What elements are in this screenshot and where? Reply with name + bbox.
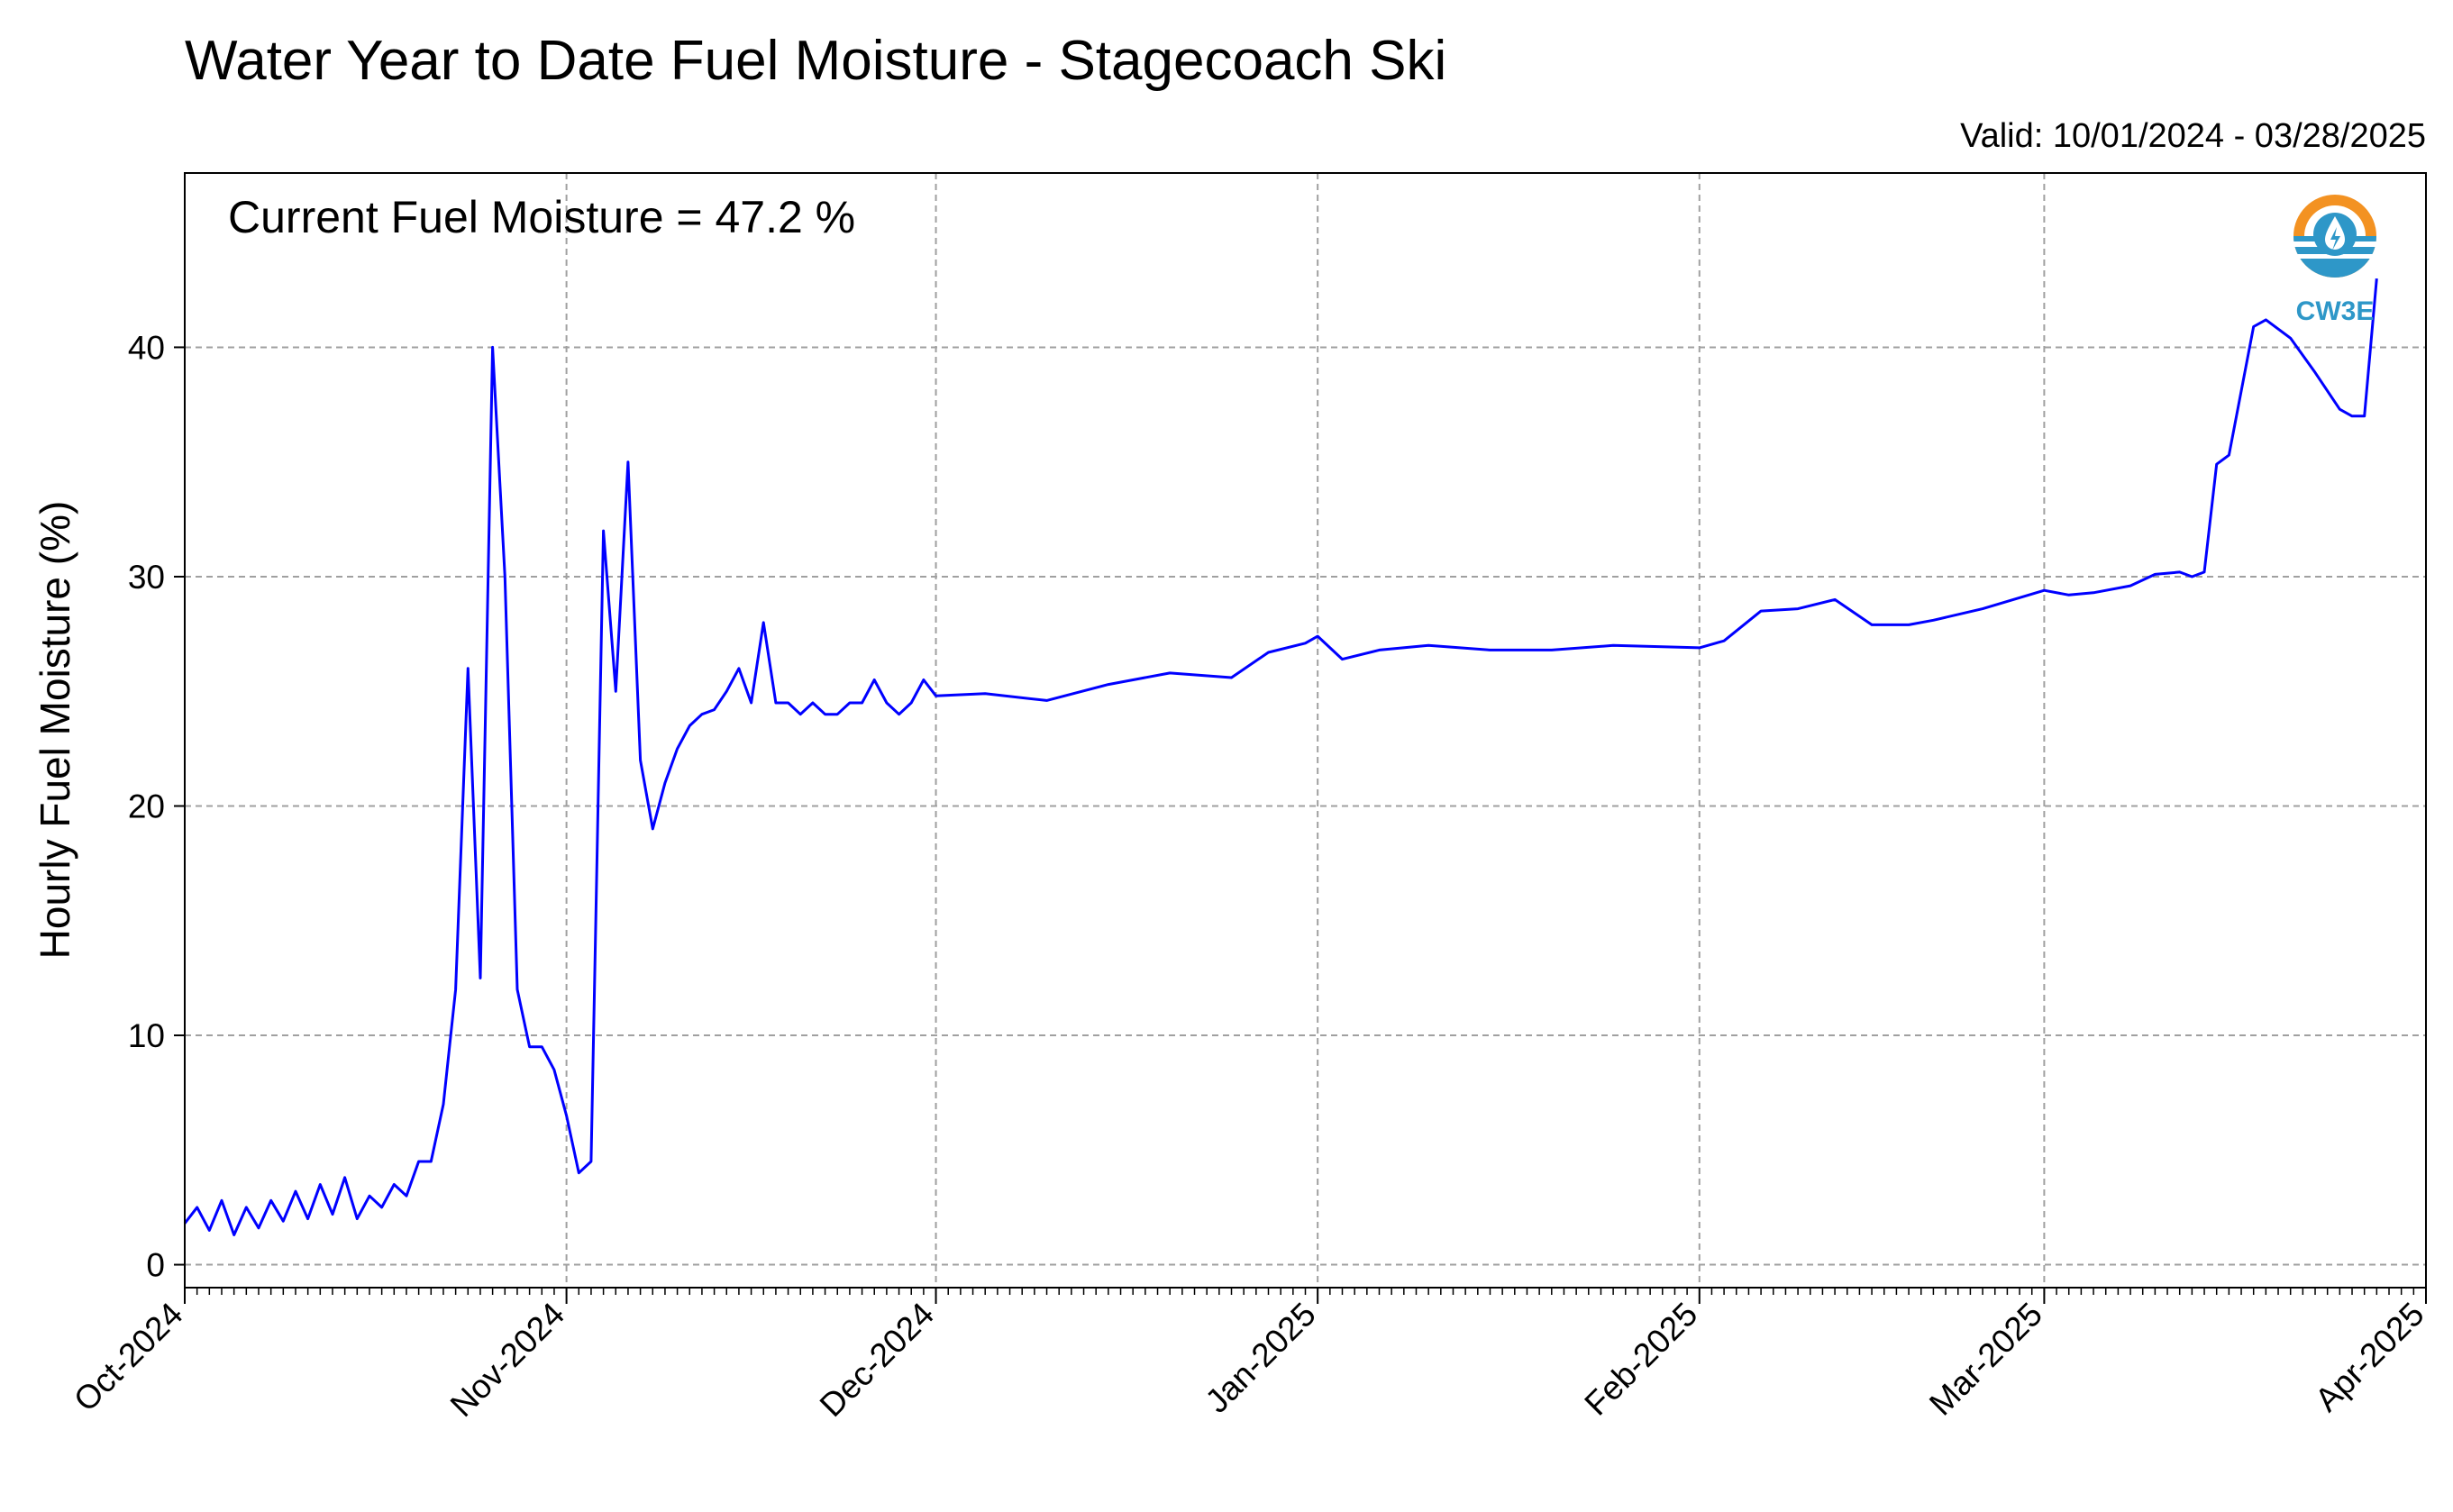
cw3e-water-drop-icon bbox=[2293, 195, 2376, 278]
x-tick-label: Feb-2025 bbox=[1577, 1296, 1704, 1423]
chart-title: Water Year to Date Fuel Moisture - Stage… bbox=[185, 30, 1446, 92]
x-tick-label: Nov-2024 bbox=[443, 1296, 571, 1424]
grid-lines bbox=[185, 173, 2426, 1288]
y-tick-labels: 0 10 20 30 40 bbox=[128, 329, 165, 1283]
x-tick-label: Apr-2025 bbox=[2308, 1296, 2431, 1419]
cw3e-logo-text: CW3E bbox=[2296, 296, 2375, 326]
valid-date-range: Valid: 10/01/2024 - 03/28/2025 bbox=[1960, 117, 2426, 155]
x-tick-label: Mar-2025 bbox=[1922, 1296, 2049, 1423]
plot-frame bbox=[184, 172, 2427, 1289]
axis-ticks bbox=[174, 346, 2427, 1304]
cw3e-logo: CW3E bbox=[2293, 195, 2376, 326]
y-tick-label: 20 bbox=[128, 788, 165, 824]
y-axis-label: Hourly Fuel Moisture (%) bbox=[32, 501, 78, 960]
fuel-moisture-line bbox=[183, 278, 2378, 1236]
y-tick-label: 10 bbox=[128, 1017, 165, 1054]
x-tick-label: Jan-2025 bbox=[1199, 1296, 1323, 1420]
x-tick-label: Oct-2024 bbox=[67, 1296, 190, 1419]
y-tick-label: 40 bbox=[128, 329, 165, 366]
current-fuel-moisture: Current Fuel Moisture = 47.2 % bbox=[228, 192, 855, 242]
x-tick-labels: Oct-2024 Nov-2024 Dec-2024 Jan-2025 Feb-2025… bbox=[67, 1296, 2431, 1424]
y-tick-label: 30 bbox=[128, 559, 165, 596]
x-tick-label: Dec-2024 bbox=[813, 1296, 941, 1424]
y-tick-label: 0 bbox=[146, 1247, 165, 1284]
